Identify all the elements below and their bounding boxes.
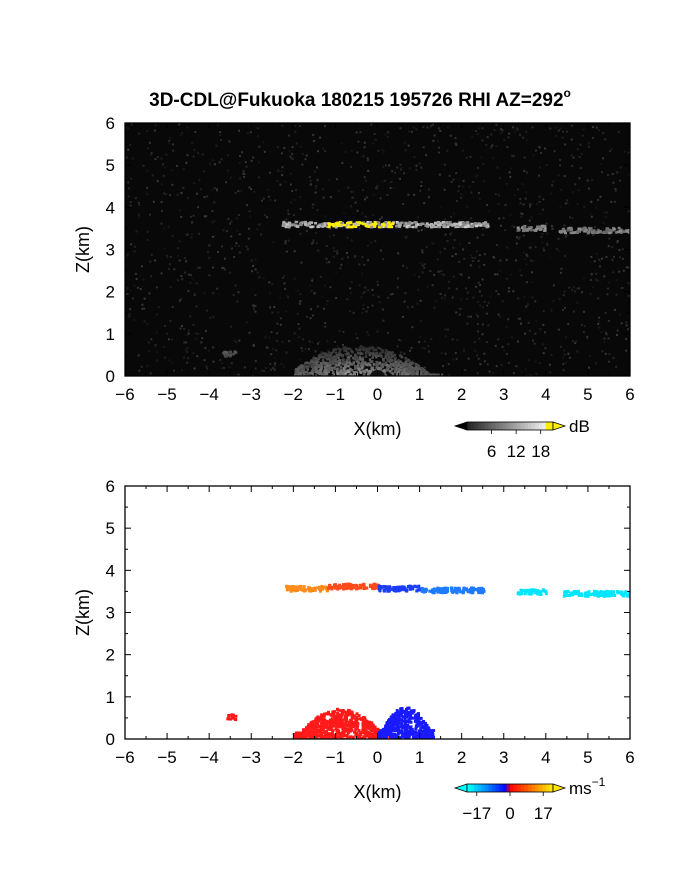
velocity-layer-toward-1 (327, 582, 381, 591)
plot-area (125, 486, 630, 739)
y-tick-label: 2 (106, 283, 115, 302)
y-tick-label: 0 (106, 730, 115, 749)
y-tick-label: 5 (106, 156, 115, 175)
y-tick-label: 3 (106, 604, 115, 623)
velocity-layer-away-4 (516, 588, 548, 596)
axis-ticks (124, 122, 631, 377)
colorbar-tick-label: −17 (462, 804, 491, 823)
x-tick-label: −5 (157, 748, 176, 767)
x-tick-label: 2 (457, 748, 466, 767)
velocity-ground-echo-away-7 (377, 706, 436, 739)
colorbar-tick-label: 17 (534, 804, 553, 823)
x-axis-label: X(km) (354, 419, 402, 439)
echo-cloud-layer-0 (281, 220, 490, 229)
x-tick-label: 0 (373, 748, 382, 767)
x-tick-label: 4 (541, 748, 550, 767)
velocity-layer-away-2 (377, 584, 422, 593)
x-tick-label: −1 (326, 748, 345, 767)
velocity-panel: −6 −5 −4 −3 −2 −1 0 1 2 3 4 5 6 0 1 2 3 4 5 6 X(km) Z(km) −17 0… (73, 477, 635, 823)
x-tick-label: −3 (242, 385, 261, 404)
colorbar: 6 12 18 dB (453, 417, 590, 461)
echo-weak-streak-4 (222, 350, 238, 358)
x-tick-label: 3 (499, 385, 508, 404)
y-tick-label: 0 (106, 367, 115, 386)
echo-cloud-layer-2 (558, 226, 630, 235)
y-tick-label: 3 (106, 241, 115, 260)
plot-area (125, 123, 630, 376)
x-tick-label: −5 (157, 385, 176, 404)
x-tick-label: −1 (326, 385, 345, 404)
colorbar-tick-label: 12 (507, 442, 526, 461)
y-tick-label: 2 (106, 646, 115, 665)
x-tick-label: 3 (499, 748, 508, 767)
x-tick-label: −6 (115, 748, 134, 767)
x-tick-label: −4 (199, 385, 218, 404)
velocity-layer-away-5 (562, 589, 630, 598)
y-tick-label: 6 (106, 477, 115, 496)
y-tick-label: 1 (106, 688, 115, 707)
x-tick-label: 2 (457, 385, 466, 404)
x-tick-label: 6 (625, 748, 634, 767)
x-tick-label: 5 (583, 748, 592, 767)
y-tick-label: 4 (106, 198, 115, 217)
x-tick-label: 5 (583, 385, 592, 404)
chart-title: 3D-CDL@Fukuoka 180215 195726 RHI AZ=292o (149, 86, 571, 111)
plot-marks (125, 123, 630, 376)
x-tick-label: 4 (541, 385, 550, 404)
velocity-layer-away-3 (420, 586, 486, 595)
x-tick-label: −6 (115, 385, 134, 404)
background-noise (125, 123, 630, 376)
x-tick-label: −3 (242, 748, 261, 767)
velocity-layer-toward-0 (285, 584, 330, 593)
x-tick-label: 0 (373, 385, 382, 404)
y-axis-label: Z(km) (73, 589, 93, 636)
y-tick-label: 6 (106, 114, 115, 133)
colorbar-tick-label: 0 (505, 804, 514, 823)
y-tick-label: 4 (106, 561, 115, 580)
velocity-isolated-echo-8 (226, 713, 238, 722)
x-tick-label: −2 (284, 748, 303, 767)
echo-near-ground-echo-3 (294, 345, 444, 376)
x-axis-label: X(km) (354, 782, 402, 802)
x-tick-label: 1 (415, 748, 424, 767)
x-tick-label: −4 (199, 748, 218, 767)
echo-cloud-layer-1 (516, 224, 547, 233)
x-tick-label: −2 (284, 385, 303, 404)
y-axis-label: Z(km) (73, 226, 93, 273)
x-tick-label: 1 (415, 385, 424, 404)
colorbar-tick-label: 6 (487, 442, 496, 461)
colorbar-unit: ms−1 (569, 775, 606, 798)
y-tick-label: 1 (106, 325, 115, 344)
y-tick-label: 5 (106, 519, 115, 538)
axis-ticks (124, 485, 631, 740)
colorbar: −17 0 17 ms−1 (453, 775, 606, 823)
colorbar-tick-label: 18 (531, 442, 550, 461)
colorbar-unit: dB (569, 417, 590, 436)
x-tick-label: 6 (625, 385, 634, 404)
degree-superscript: o (564, 86, 571, 100)
